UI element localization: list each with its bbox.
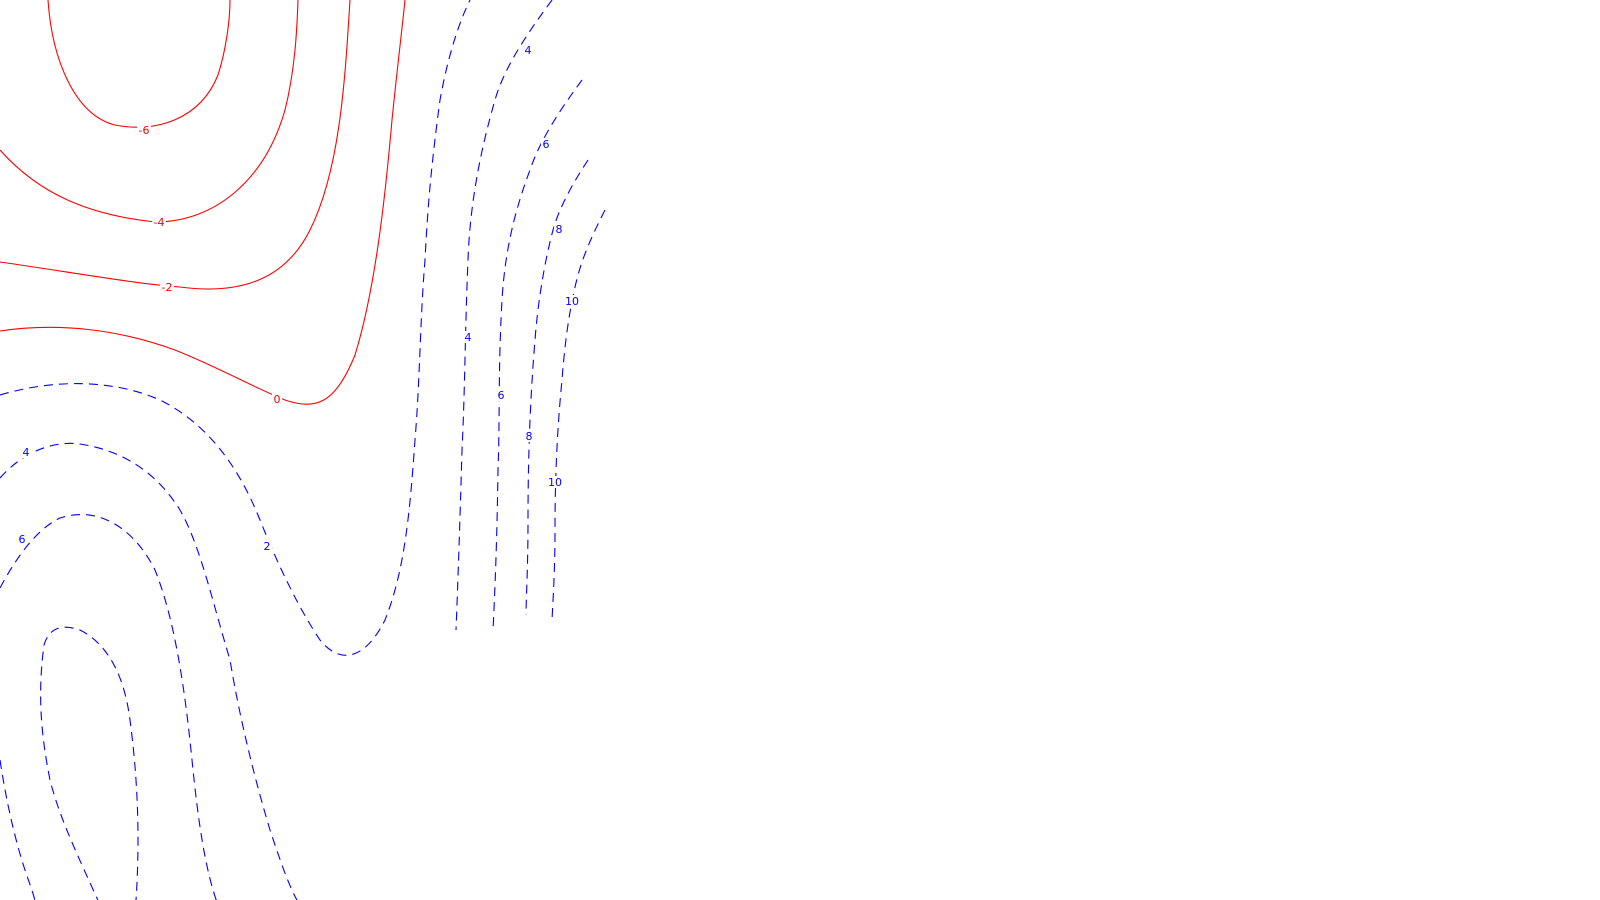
contour-line-zero bbox=[0, 0, 406, 405]
contour-label-p4-top: 4 bbox=[525, 44, 532, 57]
contour-line-p8-right bbox=[525, 159, 589, 616]
contour-line-p4-left bbox=[0, 442, 298, 900]
contour-line-neg2 bbox=[0, 0, 351, 290]
contour-line-p4-right bbox=[455, 0, 553, 631]
contour-label-neg4: -4 bbox=[154, 216, 165, 229]
contour-label-p2: 2 bbox=[264, 540, 271, 553]
contour-line-p8-left bbox=[40, 626, 139, 900]
contour-line-neg4 bbox=[0, 0, 299, 223]
contour-label-p6-left: 6 bbox=[19, 533, 26, 546]
contour-label-p6-top: 6 bbox=[543, 138, 550, 151]
contour-label-neg2: -2 bbox=[162, 281, 173, 294]
contour-label-p4-left: 4 bbox=[23, 446, 30, 459]
contour-line-p4-edge bbox=[0, 759, 36, 900]
contour-label-p10-top: 10 bbox=[565, 295, 579, 308]
contour-label-p8-mid: 8 bbox=[526, 430, 533, 443]
contour-label-p6-mid: 6 bbox=[498, 389, 505, 402]
contour-label-p8-top: 8 bbox=[556, 223, 563, 236]
contour-label-p4-mid: 4 bbox=[465, 331, 472, 344]
contour-line-neg6 bbox=[47, 0, 231, 128]
contour-label-p10-mid: 10 bbox=[548, 476, 562, 489]
contour-label-zero: 0 bbox=[274, 393, 281, 406]
contour-line-p6-right bbox=[492, 79, 583, 631]
contour-labels: -6 -4 -2 0 2 4 6 4 6 8 10 4 6 8 10 bbox=[17, 44, 580, 553]
contour-label-neg6: -6 bbox=[139, 124, 150, 137]
contour-line-p10-right bbox=[551, 209, 606, 621]
contour-line-p6-left bbox=[0, 514, 217, 900]
